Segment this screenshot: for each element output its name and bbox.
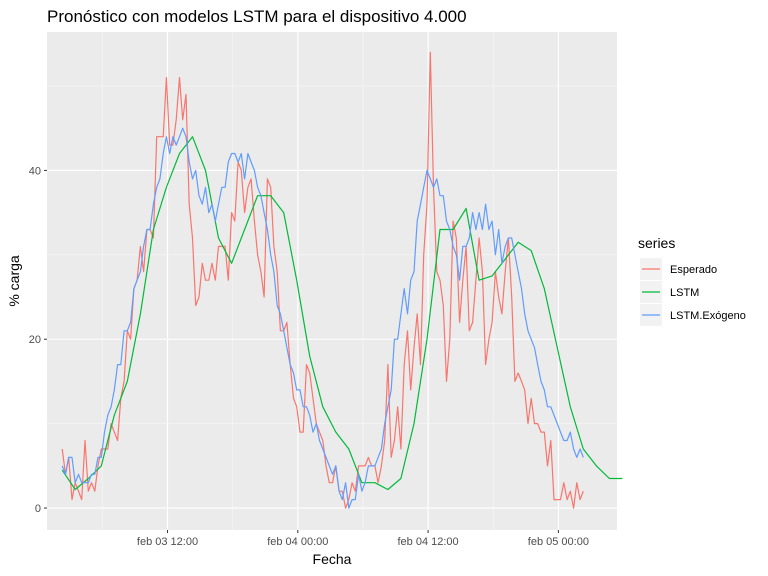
series-line-lstm-ex-geno: [61, 127, 584, 509]
x-tick-label: feb 03 12:00: [137, 536, 198, 548]
y-axis: 0 20 40: [29, 165, 47, 515]
legend-label-lstm-ex-geno: LSTM.Exógeno: [670, 310, 746, 322]
y-axis-title: % carga: [6, 255, 22, 307]
grid-major: [47, 32, 617, 530]
legend-label-lstm: LSTM: [670, 287, 699, 299]
series-line-lstm: [61, 136, 623, 491]
y-tick-label: 40: [29, 165, 41, 177]
x-tick-label: feb 04 00:00: [267, 536, 328, 548]
plot-panel: [47, 32, 617, 530]
legend-title: series: [638, 235, 675, 251]
x-tick-label: feb 04 12:00: [397, 536, 458, 548]
x-axis-title: Fecha: [313, 551, 352, 567]
x-tick-label: feb 05 00:00: [528, 536, 589, 548]
y-tick-label: 0: [35, 503, 41, 515]
y-tick-label: 20: [29, 334, 41, 346]
legend-label-esperado: Esperado: [670, 264, 717, 276]
series-layer: [61, 51, 623, 509]
chart-title: Pronóstico con modelos LSTM para el disp…: [47, 7, 467, 26]
x-axis: feb 03 12:00 feb 04 00:00 feb 04 12:00 feb …: [137, 530, 589, 548]
legend: series Esperado LSTM LSTM.Exógeno: [638, 235, 746, 326]
